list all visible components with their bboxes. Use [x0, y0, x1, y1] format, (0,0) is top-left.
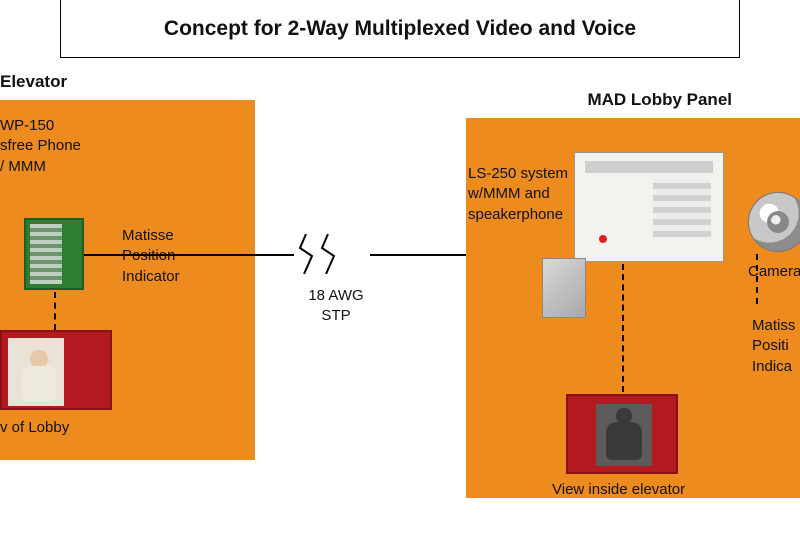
dash-connector-right-1: [622, 264, 624, 392]
page-title: Concept for 2-Way Multiplexed Video and …: [164, 17, 636, 41]
ls250-label-l2: w/MMM and: [468, 184, 568, 204]
wp150-label-l3: / MMM: [0, 157, 81, 177]
elevator-panel-title: Elevator: [0, 72, 67, 92]
ls250-device-icon: [574, 152, 724, 262]
speakerphone-box-icon: [542, 258, 586, 318]
dash-connector-left: [54, 292, 56, 330]
view-of-lobby-label: v of Lobby: [0, 418, 69, 438]
matisse-label-left-l3: Indicator: [122, 267, 180, 287]
cable-label: 18 AWG STP: [296, 286, 376, 327]
elevator-person-icon: [602, 408, 646, 462]
matisse-label-left-l1: Matisse: [122, 226, 180, 246]
matisse-screen-left: [8, 338, 64, 406]
lobby-panel-title: MAD Lobby Panel: [587, 90, 732, 110]
ls250-label-l3: speakerphone: [468, 205, 568, 225]
cable-label-l1: 18 AWG: [296, 286, 376, 306]
matisse-indicator-left: [0, 330, 112, 410]
title-box: Concept for 2-Way Multiplexed Video and …: [60, 0, 740, 58]
matisse-indicator-right: [566, 394, 678, 474]
ls250-label: LS-250 system w/MMM and speakerphone: [468, 164, 568, 225]
wp150-label: WP-150 sfree Phone / MMM: [0, 116, 81, 177]
wp150-label-l2: sfree Phone: [0, 136, 81, 156]
matisse-label-right: Matiss Positi Indica: [752, 316, 795, 377]
lobby-panel: MAD Lobby Panel LS-250 system w/MMM and …: [466, 118, 800, 498]
wp150-label-l1: WP-150: [0, 116, 81, 136]
matisse-label-right-l3: Indica: [752, 357, 795, 377]
camera-icon: [748, 192, 800, 252]
matisse-label-right-l1: Matiss: [752, 316, 795, 336]
wp150-pcb-icon: [24, 218, 84, 290]
dash-connector-right-2: [756, 254, 758, 304]
matisse-label-left-l2: Position: [122, 246, 180, 266]
cable-label-l2: STP: [296, 306, 376, 326]
lobby-person-icon: [18, 348, 62, 406]
matisse-label-right-l2: Positi: [752, 336, 795, 356]
cable-break-icon: [298, 234, 336, 274]
matisse-screen-right: [596, 404, 652, 466]
cable-wire-left: [84, 254, 294, 256]
matisse-label-left: Matisse Position Indicator: [122, 226, 180, 287]
elevator-panel: Elevator WP-150 sfree Phone / MMM Matiss…: [0, 100, 255, 460]
view-inside-elevator-label: View inside elevator: [552, 480, 685, 500]
ls250-label-l1: LS-250 system: [468, 164, 568, 184]
